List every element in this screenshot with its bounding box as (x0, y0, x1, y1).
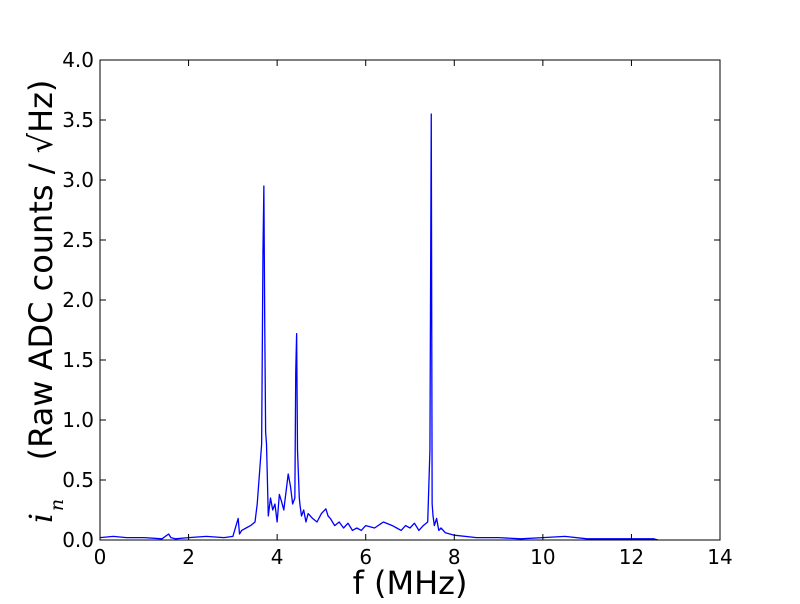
x-axis-ticks: 0 2 4 6 8 10 12 14 (94, 60, 733, 569)
y-tick-label: 3.5 (62, 108, 94, 132)
x-tick-label: 14 (707, 545, 732, 569)
x-axis-label: f (MHz) (353, 564, 468, 600)
y-tick-label: 3.0 (62, 168, 94, 192)
x-tick-label: 2 (182, 545, 195, 569)
x-tick-label: 12 (619, 545, 644, 569)
x-tick-label: 10 (530, 545, 555, 569)
x-tick-label: 0 (94, 545, 107, 569)
y-tick-label: 1.0 (62, 408, 94, 432)
y-axis-ticks: 0.0 0.5 1.0 1.5 2.0 2.5 3.0 3.5 4.0 (62, 48, 720, 552)
y-tick-label: 0.5 (62, 468, 94, 492)
y-axis-label: (Raw ADC counts / √Hz) (22, 80, 60, 461)
x-tick-label: 8 (448, 545, 461, 569)
series-layer (99, 113, 659, 541)
y-tick-label: 2.0 (62, 288, 94, 312)
y-tick-label: 4.0 (62, 48, 94, 72)
y-axis-label-subscript: n (46, 499, 68, 511)
y-tick-label: 2.5 (62, 228, 94, 252)
y-tick-label: 1.5 (62, 348, 94, 372)
y-axis-label-group: i n (Raw ADC counts / √Hz) (22, 80, 68, 524)
x-tick-label: 4 (271, 545, 284, 569)
y-tick-label: 0.0 (62, 528, 94, 552)
series-line (99, 113, 659, 541)
y-axis-label-symbol: i (22, 513, 60, 523)
x-tick-label: 6 (359, 545, 372, 569)
